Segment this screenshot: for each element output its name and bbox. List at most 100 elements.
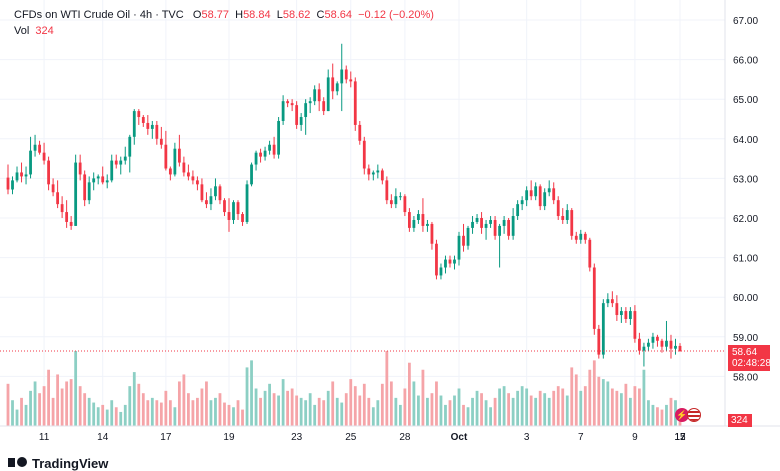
candle-body [516,204,520,217]
candle-body [574,235,578,240]
time-tick-label: 17 [674,432,686,443]
candle-body [205,200,208,205]
candle-body [15,172,19,181]
candle-body [358,124,362,141]
candle-body [259,152,262,157]
lightning-icon[interactable]: ⚡ [675,408,689,422]
volume-label[interactable]: Vol [14,25,30,37]
candle-body [462,235,465,246]
volume-bar [561,388,565,426]
volume-bar [570,367,574,426]
volume-bar [33,381,37,426]
volume-bar [209,400,213,426]
volume-bar [367,397,371,426]
high-value: 58.84 [243,9,271,21]
candle-body [606,299,610,304]
volume-bar [647,400,650,426]
tradingview-logo[interactable]: TradingView [8,456,108,471]
time-tick-label: 23 [291,432,303,443]
candle-body [457,235,461,260]
candle-body [543,192,547,207]
candle-body [326,77,330,112]
volume-bar [281,379,285,426]
candle-body [407,212,411,228]
volume-bar [214,397,217,426]
candle-body [349,79,353,82]
candle-body [308,101,312,104]
candle-body [128,136,132,157]
candle-body [110,160,114,181]
candle-body [74,162,78,226]
high-label: H [235,9,244,21]
candle-body [299,117,303,125]
candle-body [633,311,637,339]
candle-body [101,176,105,183]
candle-body [498,225,501,236]
volume-bar [407,362,411,426]
price-tick-label: 65.00 [733,95,758,106]
candle-body [123,156,127,161]
volume-bar [15,409,19,426]
volume-bar [232,407,235,426]
candle-body [263,150,267,157]
price-tick-label: 62.00 [733,214,758,225]
time-tick-label: 3 [524,432,530,443]
volume-bar [295,395,299,426]
volume-bar [430,393,434,426]
volume-bar [132,372,136,426]
volume-bar [245,367,249,426]
candle-body [597,328,601,355]
candle-body [11,180,14,190]
volume-bar [24,404,28,426]
volume-bar [177,381,181,426]
candle-body [290,103,294,106]
volume-bar [42,386,46,426]
volume-bar [439,395,443,426]
chart-legend: CFDs on WTI Crude Oil · 4h · TVC O58.77 … [14,7,434,39]
volume-bar [277,395,281,426]
symbol-title[interactable]: CFDs on WTI Crude Oil · 4h · TVC [14,9,184,21]
volume-bar [164,390,168,426]
bar-countdown: 02:48:28 [732,358,771,369]
candle-body [340,69,344,84]
price-tick-label: 59.00 [733,333,758,344]
candle-body [254,152,258,165]
last-price-tag: 58.64 02:48:28 [728,345,771,371]
volume-bar [619,393,623,426]
candle-body [489,219,492,224]
candle-body [6,177,10,190]
volume-bar [123,404,127,426]
price-axis[interactable]: 67.00 66.00 65.00 64.00 63.00 62.00 61.00 60.00… [733,16,758,383]
candle-body [114,160,118,165]
volume-bar [660,409,664,426]
candle-body [480,218,483,228]
volume-bar [168,400,172,426]
candle-body [529,190,533,197]
price-tick-label: 60.00 [733,293,758,304]
candle-body [304,103,308,118]
volume-bar [78,386,82,426]
time-tick-label: 14 [97,432,109,443]
volume-bar [389,381,393,426]
candle-body [29,150,32,175]
volume-bar [304,400,308,426]
volume-bar [665,404,668,426]
candle-body [141,117,145,123]
volume-bar [187,393,190,426]
volume-bar [606,381,610,426]
candle-body [92,178,96,183]
volume-bar [628,397,632,426]
volume-bar [182,374,186,426]
us-flag-icon[interactable] [687,408,701,422]
candle-body [647,342,650,347]
candle-body [507,219,511,236]
candle-body [579,233,583,240]
candle-body [439,267,443,276]
low-value: 58.62 [282,9,311,21]
candle-body [502,219,506,226]
candle-body [223,200,226,213]
volume-bar [317,397,321,426]
candle-body [538,186,542,207]
